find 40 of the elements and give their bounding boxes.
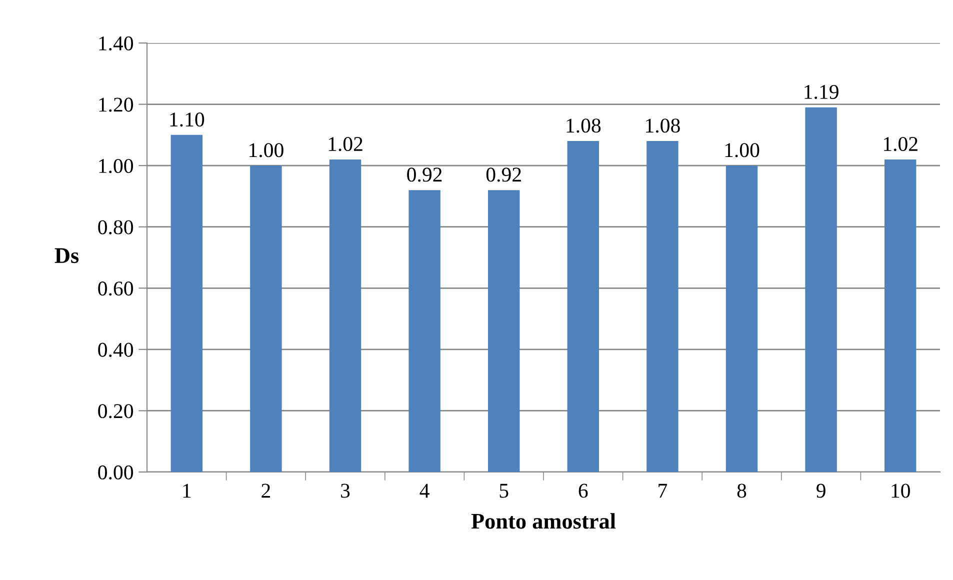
- bar: [726, 166, 758, 472]
- data-label: 0.92: [486, 168, 521, 182]
- data-label: 1.02: [328, 136, 362, 152]
- bar: [884, 159, 916, 472]
- data-label: 1.00: [725, 143, 760, 158]
- x-tick-label: 10: [892, 484, 910, 498]
- x-tick-label: 2: [262, 484, 270, 498]
- y-tick-label: 0.60: [98, 282, 134, 296]
- bar: [488, 190, 520, 472]
- x-tick-label: 4: [420, 484, 430, 498]
- data-label: 1.08: [646, 118, 680, 133]
- y-axis-title: Ds: [54, 248, 79, 264]
- y-tick-label: 0.80: [98, 220, 134, 234]
- bar: [805, 107, 837, 472]
- x-tick-label: 5: [500, 484, 508, 498]
- y-tick-label: 0.00: [98, 465, 134, 480]
- x-tick-label: 3: [341, 484, 350, 498]
- data-label: 1.00: [250, 143, 284, 158]
- y-tick-label: 0.40: [98, 342, 134, 357]
- data-label: 1.02: [884, 136, 918, 152]
- x-tick-label: 9: [816, 484, 826, 498]
- bar: [329, 159, 362, 472]
- bar: [567, 141, 600, 472]
- bar: [250, 166, 282, 472]
- data-label: 1.10: [170, 112, 204, 127]
- x-tick-label: 1: [183, 484, 191, 498]
- x-axis-title: Ponto amostral: [471, 513, 616, 529]
- data-label: 1.19: [804, 84, 838, 100]
- x-tick-label: 7: [658, 484, 668, 498]
- bar: [646, 141, 678, 472]
- x-tick-label: 8: [737, 484, 746, 498]
- y-tick-label: 1.00: [99, 158, 134, 174]
- y-tick-label: 1.40: [99, 36, 134, 51]
- bar: [170, 134, 203, 472]
- x-tick-label: 6: [578, 484, 588, 498]
- y-tick-label: 1.20: [99, 98, 134, 112]
- data-label: 0.92: [407, 168, 442, 182]
- y-tick-label: 0.20: [98, 404, 134, 418]
- bar: [408, 190, 440, 472]
- data-label: 1.08: [566, 118, 601, 133]
